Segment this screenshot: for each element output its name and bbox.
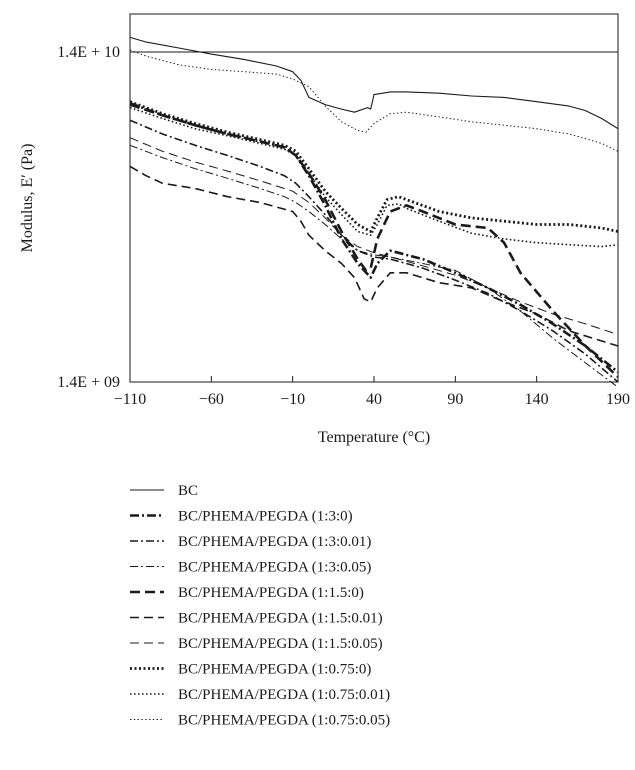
xtick-label: −60 xyxy=(199,391,224,408)
series-line-1 xyxy=(129,36,619,130)
legend-label: BC/PHEMA/PEGDA (1:3:0.05) xyxy=(178,560,371,576)
plot-frame xyxy=(129,13,619,383)
series-line-8 xyxy=(129,100,619,233)
xtick-label: −110 xyxy=(114,391,146,408)
legend-label: BC/PHEMA/PEGDA (1:3:0.01) xyxy=(178,534,371,550)
series-line-5 xyxy=(129,103,619,378)
ytick-label-top: 1.4E + 10 xyxy=(57,44,120,61)
x-axis-ticks: −110 −60 −10 40 90 140 190 xyxy=(114,376,630,408)
legend-label: BC/PHEMA/PEGDA (1:0.75:0.01) xyxy=(178,687,390,703)
legend-label: BC/PHEMA/PEGDA (1:1.5:0) xyxy=(178,585,364,601)
series-line-2 xyxy=(129,101,619,374)
ytick-label-bottom: 1.4E + 09 xyxy=(57,374,120,391)
legend: BC BC/PHEMA/PEGDA (1:3:0) BC/PHEMA/PEGDA (… xyxy=(130,483,390,729)
legend-label: BC/PHEMA/PEGDA (1:1.5:0.01) xyxy=(178,611,383,627)
series-line-9 xyxy=(129,106,619,248)
series-layer xyxy=(129,36,619,388)
xtick-label: 140 xyxy=(525,391,549,408)
legend-label: BC/PHEMA/PEGDA (1:0.75:0) xyxy=(178,662,371,678)
xtick-label: 190 xyxy=(606,391,630,408)
series-line-10 xyxy=(129,49,619,152)
series-line-4 xyxy=(129,144,619,388)
legend-label: BC/PHEMA/PEGDA (1:1.5:0.05) xyxy=(178,636,383,652)
xtick-label: 90 xyxy=(447,391,463,408)
series-line-6 xyxy=(129,165,619,347)
legend-label: BC xyxy=(178,483,198,499)
legend-label: BC/PHEMA/PEGDA (1:3:0) xyxy=(178,509,353,525)
legend-label: BC/PHEMA/PEGDA (1:0.75:0.05) xyxy=(178,713,390,729)
y-axis-title: Modulus, E′ (Pa) xyxy=(19,144,36,253)
x-axis-title: Temperature (°C) xyxy=(318,429,430,446)
xtick-label: −10 xyxy=(280,391,305,408)
series-line-7 xyxy=(129,137,619,335)
xtick-label: 40 xyxy=(366,391,382,408)
